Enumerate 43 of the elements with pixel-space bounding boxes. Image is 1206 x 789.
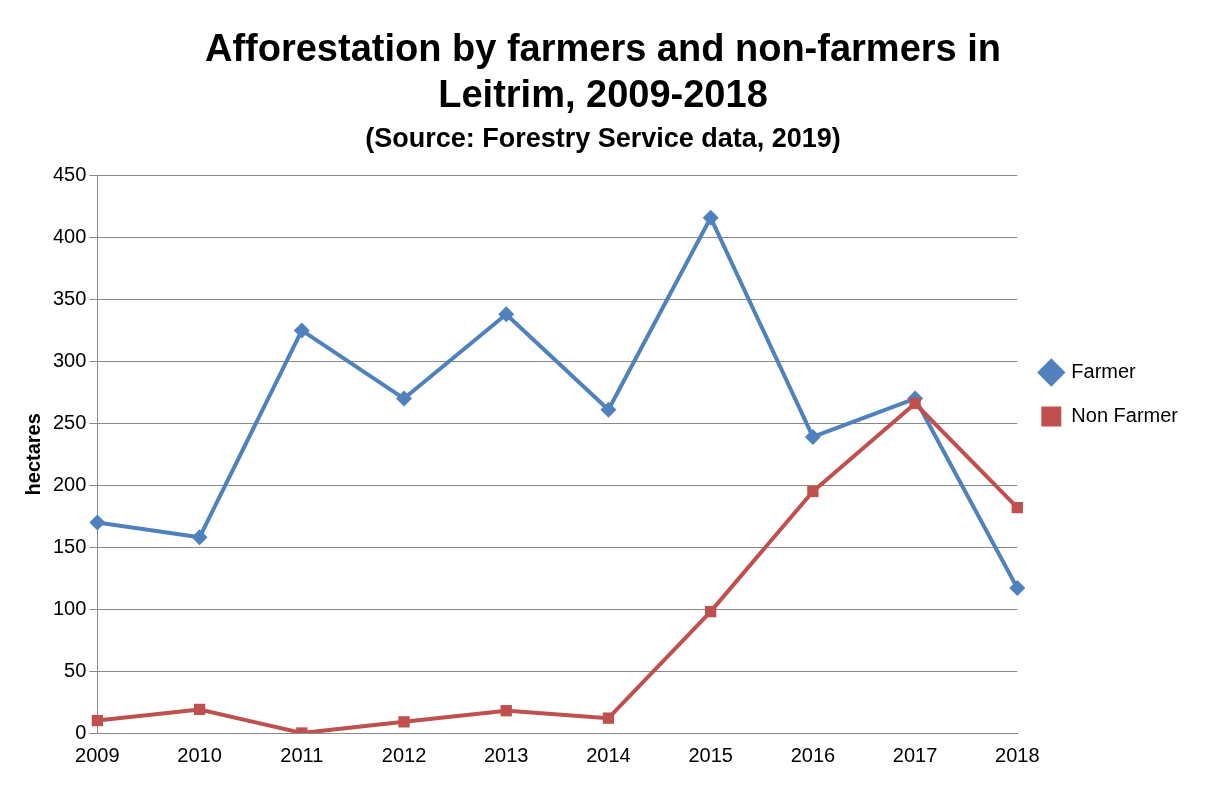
x-tick-label: 2011 <box>280 743 324 766</box>
point <box>702 209 719 226</box>
y-tick-label: 450 <box>52 163 87 186</box>
y-tick-label: 0 <box>75 720 87 743</box>
y-axis-title: hectares <box>21 413 44 496</box>
point <box>191 529 208 546</box>
point <box>396 390 413 407</box>
x-tick-label: 2013 <box>483 743 529 766</box>
y-tick-label: 250 <box>52 410 87 433</box>
point <box>1009 580 1026 597</box>
point <box>293 322 310 339</box>
x-tick-label: 2015 <box>688 743 733 766</box>
x-tick-label: 2017 <box>892 743 938 766</box>
point <box>193 703 206 716</box>
x-tick-label: 2010 <box>177 743 222 766</box>
x-tick-label: 2012 <box>381 743 427 766</box>
point <box>398 716 410 728</box>
legend-label: Non Farmer <box>1071 404 1179 427</box>
point <box>705 605 717 618</box>
point <box>498 306 515 323</box>
point <box>1011 501 1023 514</box>
x-tick-label: 2014 <box>586 743 631 766</box>
x-tick-label: 2016 <box>790 743 836 766</box>
y-tick-label: 100 <box>52 596 87 619</box>
point <box>91 714 104 727</box>
point <box>89 514 106 531</box>
chart-subtitle: (Source: Forestry Service data, 2019) <box>365 122 841 153</box>
point <box>909 397 921 410</box>
x-tick-label: 2009 <box>75 743 120 766</box>
point <box>807 485 819 498</box>
chart-title: Afforestation by farmers and non-farmers in Leitrim, 2009-2018 <box>204 27 1002 115</box>
point <box>600 401 617 418</box>
point <box>602 712 615 724</box>
point <box>500 705 512 717</box>
y-tick-label: 50 <box>64 658 87 681</box>
y-tick-label: 150 <box>52 534 87 557</box>
y-tick-label: 200 <box>52 472 87 495</box>
y-tick-label: 300 <box>52 348 87 371</box>
legend-label: Farmer <box>1071 360 1137 383</box>
y-tick-label: 400 <box>52 225 87 248</box>
point <box>804 428 821 445</box>
x-tick-label: 2018 <box>995 743 1040 766</box>
y-tick-label: 350 <box>52 286 87 309</box>
